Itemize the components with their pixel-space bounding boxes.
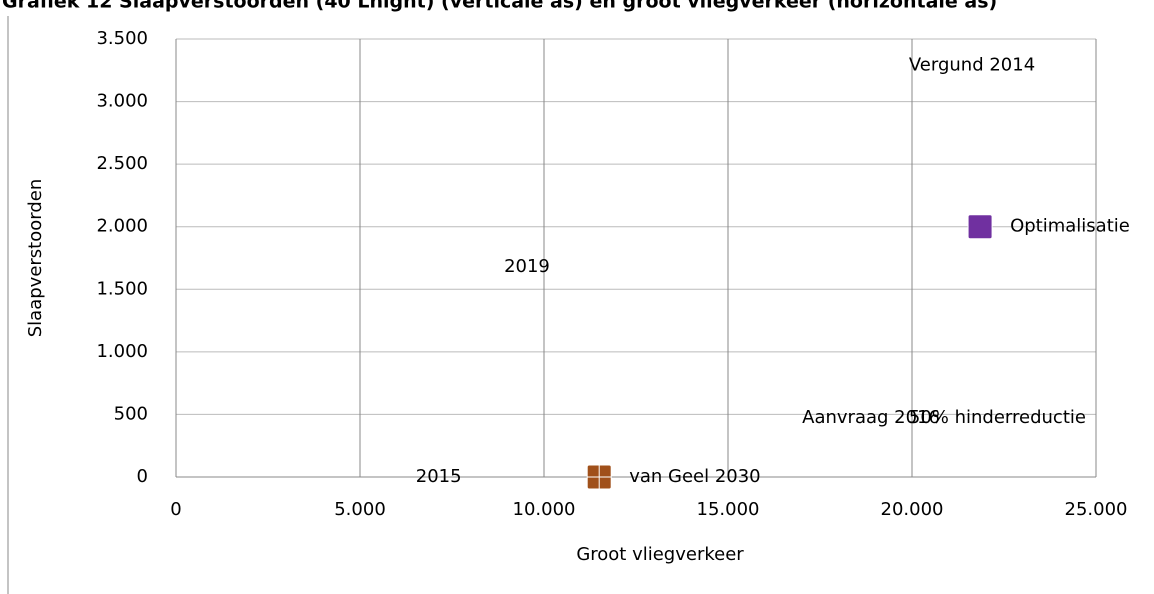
x-tick-label: 20.000 xyxy=(881,499,944,520)
marker xyxy=(760,406,784,430)
x-axis-label: Groot vliegverkeer xyxy=(576,544,744,565)
x-tick-label: 5.000 xyxy=(334,499,386,520)
data-label: 2019 xyxy=(504,256,550,277)
marker xyxy=(867,53,891,77)
y-tick-label: 1.500 xyxy=(96,278,148,299)
marker xyxy=(967,214,993,240)
y-tick-label: 3.000 xyxy=(96,91,148,112)
chart-title: Grafiek 12 Slaapverstoorden (40 Lnight) … xyxy=(2,0,997,13)
x-tick-label: 15.000 xyxy=(697,499,760,520)
y-axis-label: Slaapverstoorden xyxy=(25,179,46,338)
y-tick-label: 500 xyxy=(114,403,148,424)
y-tick-label: 2.500 xyxy=(96,153,148,174)
y-tick-label: 1.000 xyxy=(96,341,148,362)
x-tick-label: 0 xyxy=(170,499,181,520)
x-tick-label: 25.000 xyxy=(1065,499,1128,520)
data-label: 50% hinderreductie xyxy=(909,407,1086,428)
data-label: Aanvraag 2016 xyxy=(802,407,940,428)
data-label: van Geel 2030 xyxy=(629,466,760,487)
y-tick-label: 3.500 xyxy=(96,28,148,49)
data-label: Vergund 2014 xyxy=(909,54,1035,75)
x-tick-label: 10.000 xyxy=(513,499,576,520)
marker xyxy=(462,255,486,279)
data-label: Optimalisatie xyxy=(1010,216,1130,237)
y-tick-label: 2.000 xyxy=(96,216,148,237)
data-label: 2015 xyxy=(416,466,462,487)
y-tick-label: 0 xyxy=(137,466,148,487)
